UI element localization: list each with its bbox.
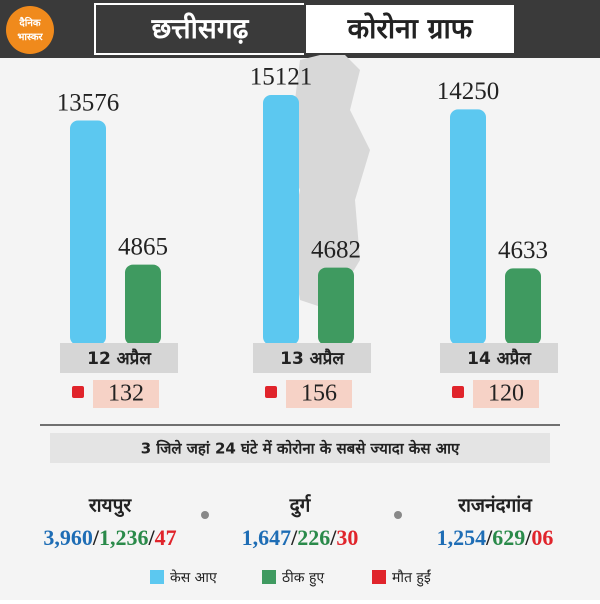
heading-box [50, 433, 550, 463]
bar [263, 95, 299, 345]
value-label: 14250 [437, 78, 500, 105]
bar [318, 267, 354, 345]
district-stats: 1,254/629/06 [437, 525, 554, 550]
value-label: 13576 [57, 89, 120, 116]
date-box [253, 343, 371, 373]
district-stats: 3,960/1,236/47 [43, 525, 176, 550]
stat-recovered: 1,236 [99, 525, 149, 550]
stat-deaths: 47 [155, 525, 177, 550]
dot-divider [394, 511, 402, 519]
date-box [60, 343, 178, 373]
separator: / [290, 525, 298, 550]
separator: / [485, 525, 493, 550]
stat-cases: 1,254 [437, 525, 487, 550]
dynamic-layer: 13576 4865 12 अप्रैल 132 15121 4682 13 अप्रैल 1… [43, 64, 558, 587]
legend-swatch [150, 570, 164, 584]
death-label: 120 [488, 381, 524, 407]
map-silhouette [280, 50, 370, 310]
stat-recovered: 629 [492, 525, 525, 550]
district-name: रायपुर [88, 495, 133, 518]
death-box [93, 380, 159, 408]
district-heading: 3 जिले जहां 24 घंटे में कोरोना के सबसे ज… [141, 440, 460, 458]
legend-label: केस आए [170, 569, 217, 586]
logo-text: भास्कर [17, 32, 43, 43]
logo-text: दैनिक [18, 16, 41, 29]
value-label: 15121 [250, 64, 313, 91]
logo-circle [6, 6, 54, 54]
bar [505, 268, 541, 345]
death-square [72, 386, 84, 398]
district-name: राजनंदगांव [457, 495, 533, 517]
legend-swatch [372, 570, 386, 584]
district-stats: 1,647/226/30 [242, 525, 359, 550]
district-name: दुर्ग [289, 494, 312, 518]
death-box [286, 380, 352, 408]
separator: / [92, 525, 100, 550]
stat-cases: 3,960 [43, 525, 93, 550]
death-box [473, 380, 539, 408]
stat-deaths: 30 [336, 525, 358, 550]
bar [125, 264, 161, 345]
bar [450, 109, 486, 345]
category-label: 12 अप्रैल [87, 348, 152, 369]
stat-deaths: 06 [531, 525, 553, 550]
bar [70, 120, 106, 345]
category-label: 14 अप्रैल [467, 348, 532, 369]
date-box [440, 343, 558, 373]
value-label: 4865 [118, 233, 168, 260]
separator: / [524, 525, 532, 550]
dot-divider [201, 511, 209, 519]
subtitle: कोरोना ग्राफ [347, 12, 474, 45]
death-label: 156 [301, 381, 337, 407]
legend-swatch [262, 570, 276, 584]
value-label: 4633 [498, 237, 548, 264]
legend-label: मौत हुईं [392, 569, 432, 587]
separator: / [148, 525, 156, 550]
separator: / [329, 525, 337, 550]
legend-label: ठीक हुए [282, 569, 324, 587]
category-label: 13 अप्रैल [280, 348, 345, 369]
title: छत्तीसगढ़ [151, 12, 250, 45]
subtitle-box [304, 3, 516, 55]
death-square [452, 386, 464, 398]
death-label: 132 [108, 381, 144, 407]
value-label: 4682 [311, 236, 361, 263]
stat-cases: 1,647 [242, 525, 292, 550]
death-square [265, 386, 277, 398]
stat-recovered: 226 [297, 525, 330, 550]
